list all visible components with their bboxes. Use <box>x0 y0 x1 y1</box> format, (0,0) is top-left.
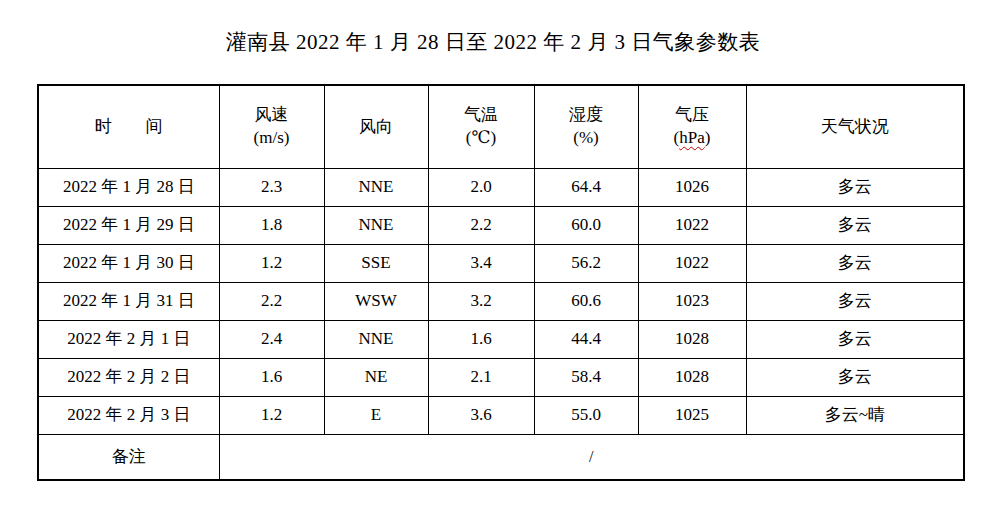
weather-parameters-table: 时 间 风速 (m/s) 风向 气温 (℃) 湿度 (%) 气压 (hPa) <box>37 84 965 481</box>
cell-pressure: 1028 <box>638 321 746 359</box>
remark-label: 备注 <box>38 435 219 481</box>
table-row-jan29: 2022 年 1 月 29 日 1.8 NNE 2.2 60.0 1022 多云 <box>38 207 964 245</box>
cell-date: 2022 年 1 月 29 日 <box>38 207 219 245</box>
cell-wind-speed: 1.6 <box>219 359 324 397</box>
cell-weather: 多云 <box>746 169 964 207</box>
cell-weather: 多云~晴 <box>746 397 964 435</box>
cell-humidity: 60.0 <box>534 207 638 245</box>
header-pressure-unit-close: ) <box>705 128 711 147</box>
table-row-feb1: 2022 年 2 月 1 日 2.4 NNE 1.6 44.4 1028 多云 <box>38 321 964 359</box>
cell-temperature: 3.6 <box>428 397 534 435</box>
header-weather: 天气状况 <box>746 85 964 169</box>
cell-temperature: 2.0 <box>428 169 534 207</box>
cell-wind-speed: 2.3 <box>219 169 324 207</box>
cell-humidity: 55.0 <box>534 397 638 435</box>
header-wind-speed: 风速 (m/s) <box>219 85 324 169</box>
cell-wind-speed: 1.2 <box>219 245 324 283</box>
cell-weather: 多云 <box>746 321 964 359</box>
cell-wind-direction: SSE <box>324 245 428 283</box>
table-row-jan31: 2022 年 1 月 31 日 2.2 WSW 3.2 60.6 1023 多云 <box>38 283 964 321</box>
header-time: 时 间 <box>38 85 219 169</box>
cell-pressure: 1022 <box>638 207 746 245</box>
cell-date: 2022 年 1 月 30 日 <box>38 245 219 283</box>
cell-weather: 多云 <box>746 207 964 245</box>
cell-date: 2022 年 1 月 31 日 <box>38 283 219 321</box>
cell-pressure: 1026 <box>638 169 746 207</box>
cell-temperature: 2.2 <box>428 207 534 245</box>
cell-wind-direction: NNE <box>324 169 428 207</box>
table-header-row: 时 间 风速 (m/s) 风向 气温 (℃) 湿度 (%) 气压 (hPa) <box>38 85 964 169</box>
header-humidity-label: 湿度 <box>569 105 603 124</box>
header-humidity: 湿度 (%) <box>534 85 638 169</box>
cell-pressure: 1028 <box>638 359 746 397</box>
cell-weather: 多云 <box>746 245 964 283</box>
cell-wind-direction: WSW <box>324 283 428 321</box>
cell-pressure: 1025 <box>638 397 746 435</box>
cell-wind-direction: NNE <box>324 321 428 359</box>
table-row-jan28: 2022 年 1 月 28 日 2.3 NNE 2.0 64.4 1026 多云 <box>38 169 964 207</box>
header-pressure: 气压 (hPa) <box>638 85 746 169</box>
table-row-feb3: 2022 年 2 月 3 日 1.2 E 3.6 55.0 1025 多云~晴 <box>38 397 964 435</box>
cell-date: 2022 年 2 月 3 日 <box>38 397 219 435</box>
table-row-jan30: 2022 年 1 月 30 日 1.2 SSE 3.4 56.2 1022 多云 <box>38 245 964 283</box>
cell-date: 2022 年 2 月 1 日 <box>38 321 219 359</box>
header-humidity-unit: (%) <box>573 128 598 147</box>
cell-humidity: 60.6 <box>534 283 638 321</box>
cell-humidity: 56.2 <box>534 245 638 283</box>
header-temperature-unit: (℃) <box>466 128 496 147</box>
document-page: 灌南县 2022 年 1 月 28 日至 2022 年 2 月 3 日气象参数表… <box>0 0 986 512</box>
remark-slash: / <box>589 448 593 465</box>
cell-humidity: 64.4 <box>534 169 638 207</box>
cell-pressure: 1022 <box>638 245 746 283</box>
cell-weather: 多云 <box>746 359 964 397</box>
cell-weather: 多云 <box>746 283 964 321</box>
header-temperature: 气温 (℃) <box>428 85 534 169</box>
header-pressure-label: 气压 <box>675 105 709 124</box>
cell-pressure: 1023 <box>638 283 746 321</box>
cell-wind-direction: E <box>324 397 428 435</box>
header-pressure-unit-word: hPa <box>679 128 705 147</box>
header-temperature-label: 气温 <box>464 105 498 124</box>
cell-wind-speed: 1.2 <box>219 397 324 435</box>
table-row-feb2: 2022 年 2 月 2 日 1.6 NE 2.1 58.4 1028 多云 <box>38 359 964 397</box>
cell-humidity: 58.4 <box>534 359 638 397</box>
cell-wind-direction: NNE <box>324 207 428 245</box>
header-wind-speed-label: 风速 <box>255 105 289 124</box>
cell-temperature: 3.2 <box>428 283 534 321</box>
cell-date: 2022 年 2 月 2 日 <box>38 359 219 397</box>
header-wind-speed-unit: (m/s) <box>254 128 290 147</box>
page-title: 灌南县 2022 年 1 月 28 日至 2022 年 2 月 3 日气象参数表 <box>0 0 986 56</box>
table-row-remark: 备注 / <box>38 435 964 481</box>
cell-temperature: 2.1 <box>428 359 534 397</box>
cell-date: 2022 年 1 月 28 日 <box>38 169 219 207</box>
header-wind-direction: 风向 <box>324 85 428 169</box>
header-pressure-unit: (hPa) <box>674 128 711 147</box>
cell-wind-speed: 2.4 <box>219 321 324 359</box>
cell-humidity: 44.4 <box>534 321 638 359</box>
cell-wind-speed: 2.2 <box>219 283 324 321</box>
remark-value: / <box>219 435 964 481</box>
cell-temperature: 3.4 <box>428 245 534 283</box>
cell-wind-direction: NE <box>324 359 428 397</box>
cell-wind-speed: 1.8 <box>219 207 324 245</box>
cell-temperature: 1.6 <box>428 321 534 359</box>
